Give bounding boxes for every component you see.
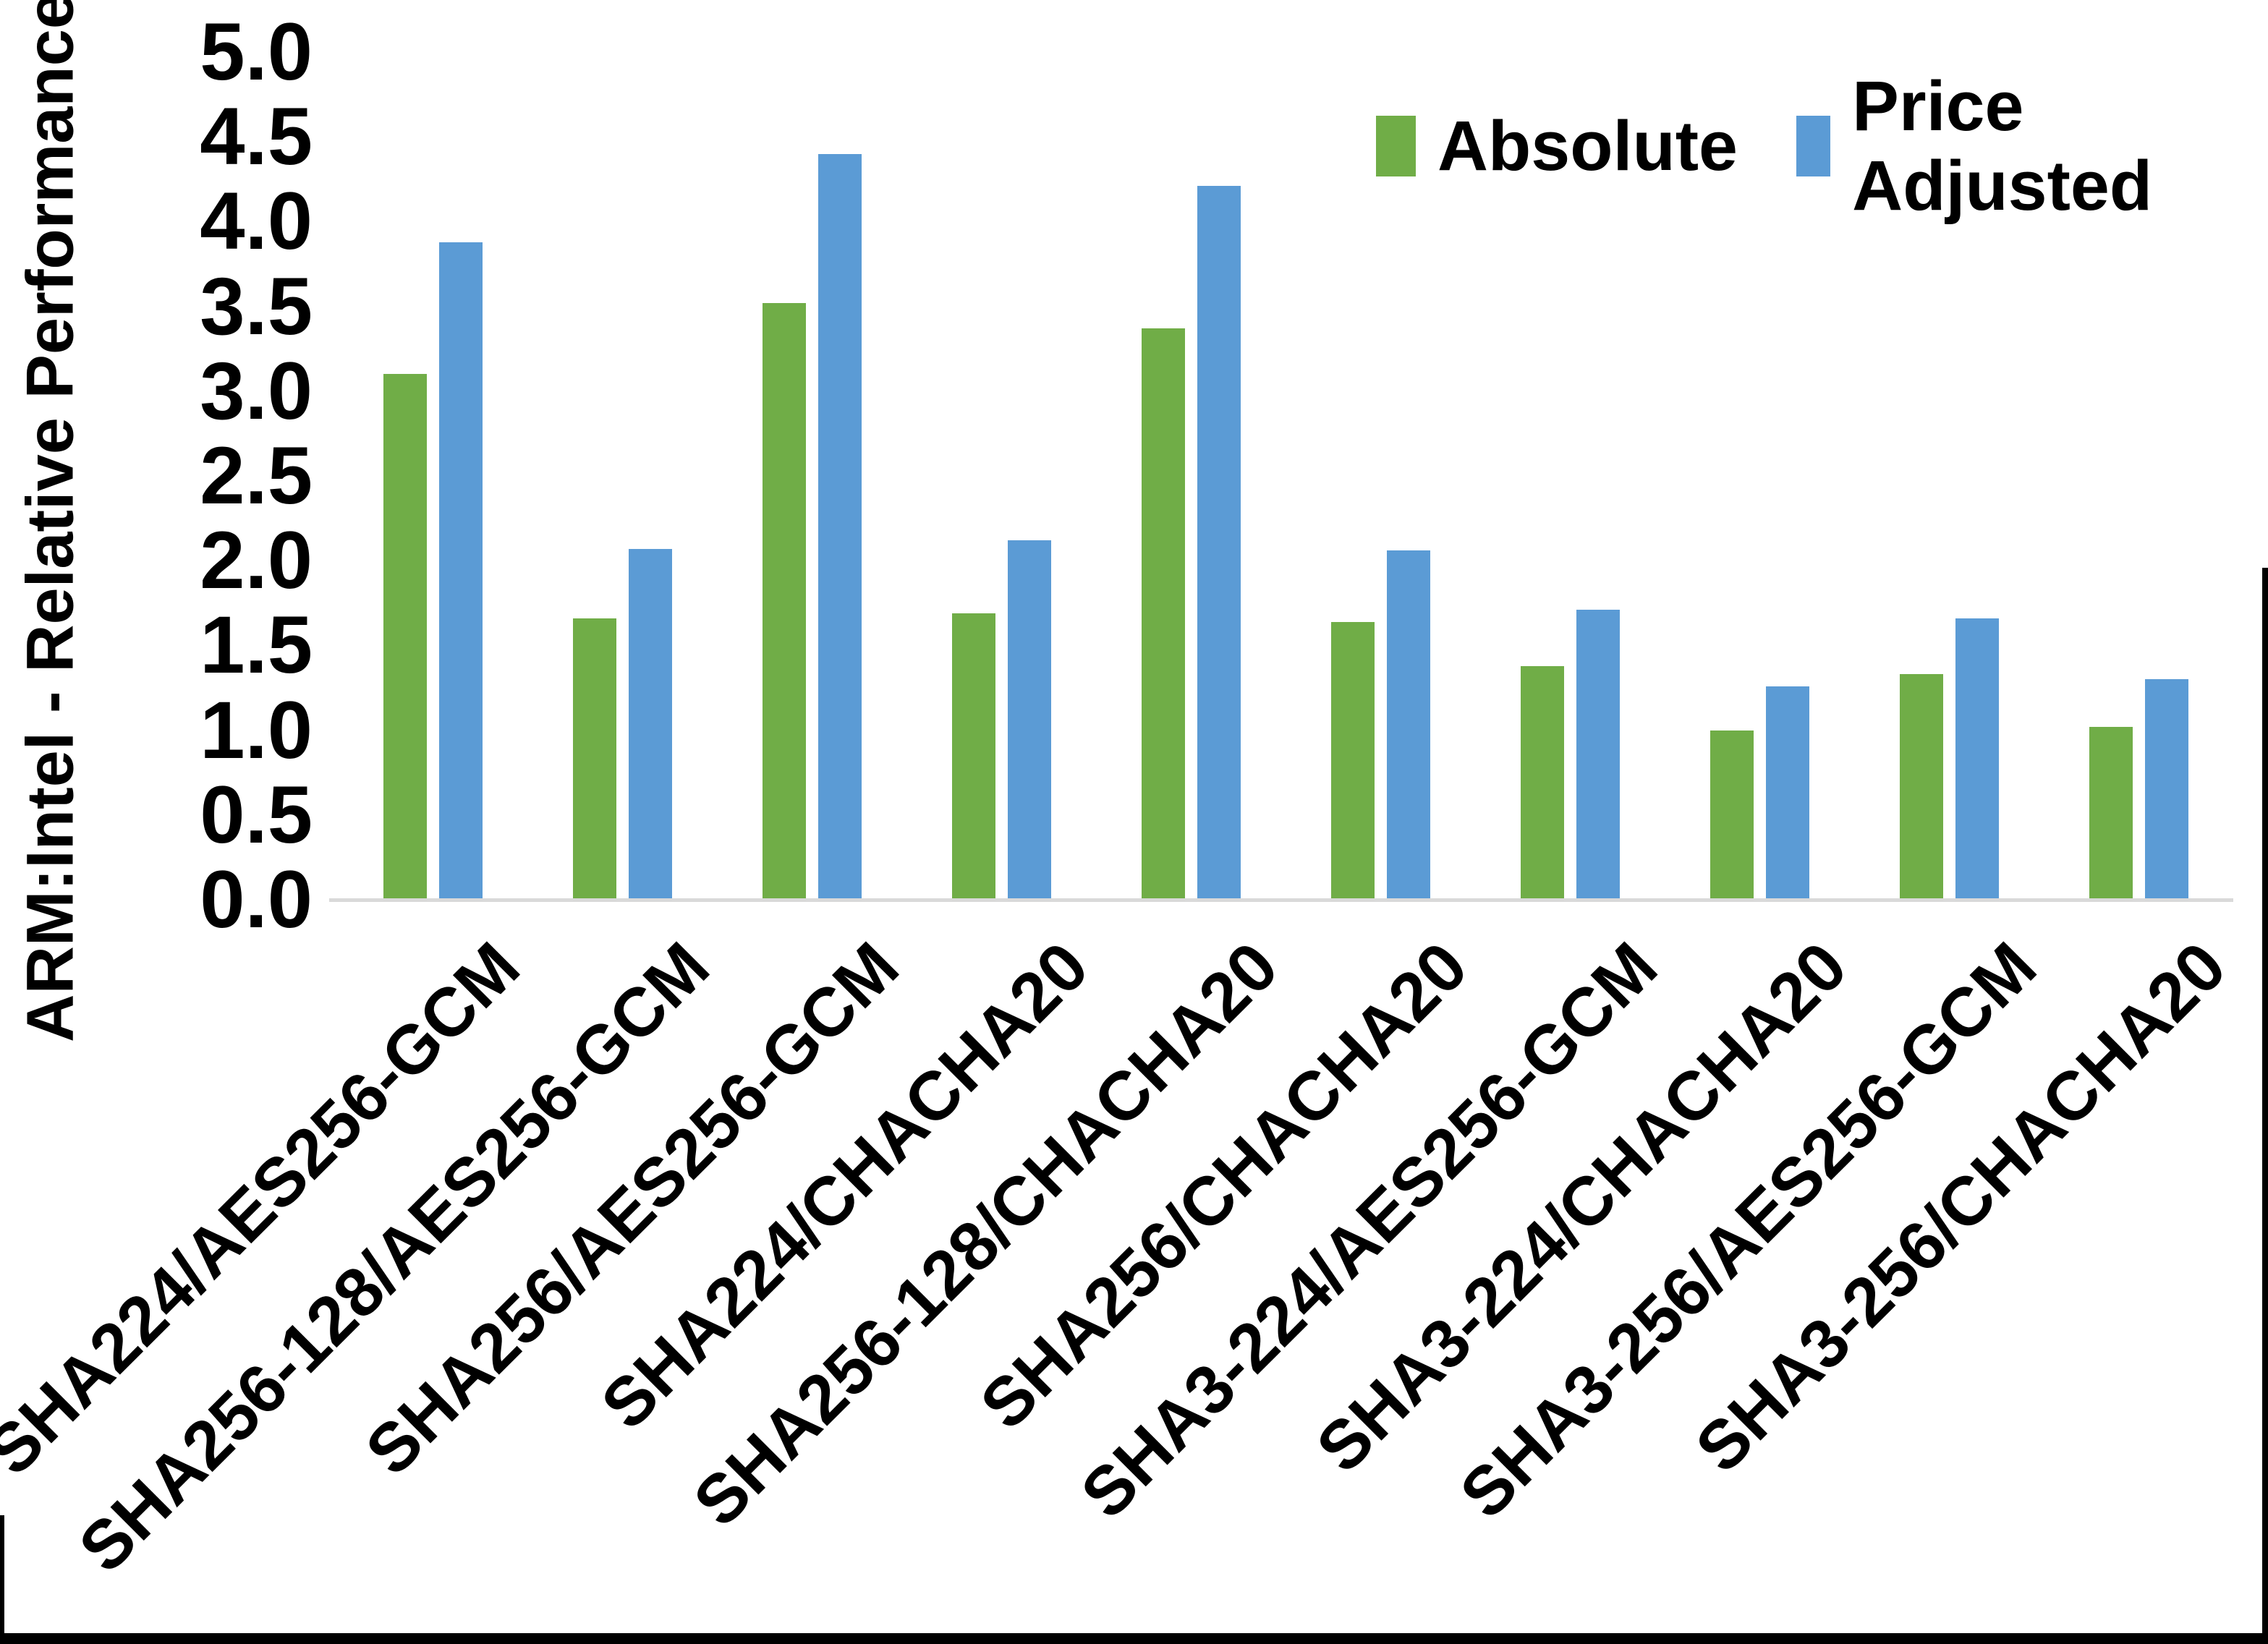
bar-absolute xyxy=(1521,666,1564,900)
price-adjusted-series-swatch xyxy=(1796,116,1831,176)
legend-item-price-adjusted: Price Adjusted xyxy=(1796,67,2268,226)
y-tick-label: 5.0 xyxy=(200,7,313,97)
bar-absolute xyxy=(1900,674,1943,900)
y-tick-label: 4.0 xyxy=(200,176,313,267)
bar-absolute xyxy=(763,303,806,900)
legend: Absolute Price Adjusted xyxy=(1376,67,2268,226)
legend-label: Absolute xyxy=(1437,106,1738,185)
x-axis-baseline xyxy=(329,898,2233,902)
bar-price-adjusted xyxy=(1387,550,1430,900)
frame-right-border xyxy=(2262,568,2268,1644)
frame-bottom-border xyxy=(0,1633,2268,1644)
bar-price-adjusted xyxy=(1576,610,1620,900)
bar-price-adjusted xyxy=(1955,618,1999,900)
frame-left-border xyxy=(0,1515,4,1644)
bar-absolute xyxy=(1710,731,1754,900)
bar-price-adjusted xyxy=(818,154,862,900)
y-tick-label: 2.5 xyxy=(200,430,313,521)
bar-absolute xyxy=(383,374,427,900)
y-tick-label: 3.5 xyxy=(200,260,313,352)
y-tick-label: 3.0 xyxy=(200,345,313,436)
bar-price-adjusted xyxy=(1008,540,1051,900)
bar-price-adjusted xyxy=(2145,679,2188,900)
y-tick-label: 4.5 xyxy=(200,91,313,182)
y-tick-label: 0.5 xyxy=(200,769,313,860)
bar-price-adjusted xyxy=(1197,186,1241,900)
bar-absolute xyxy=(1331,622,1375,900)
bar-absolute xyxy=(952,613,995,900)
bar-price-adjusted xyxy=(1766,686,1809,900)
bar-absolute xyxy=(2089,727,2133,900)
bar-absolute xyxy=(1142,328,1185,900)
y-tick-label: 0.0 xyxy=(200,854,313,945)
y-tick-label: 2.0 xyxy=(200,515,313,606)
bar-price-adjusted xyxy=(629,549,672,900)
bar-price-adjusted xyxy=(439,242,483,900)
bar-absolute xyxy=(573,618,616,900)
y-tick-label: 1.5 xyxy=(200,600,313,691)
absolute-series-swatch xyxy=(1376,116,1416,176)
legend-label: Price Adjusted xyxy=(1852,67,2153,225)
legend-item-absolute: Absolute xyxy=(1376,106,1738,186)
y-tick-label: 1.0 xyxy=(200,684,313,775)
